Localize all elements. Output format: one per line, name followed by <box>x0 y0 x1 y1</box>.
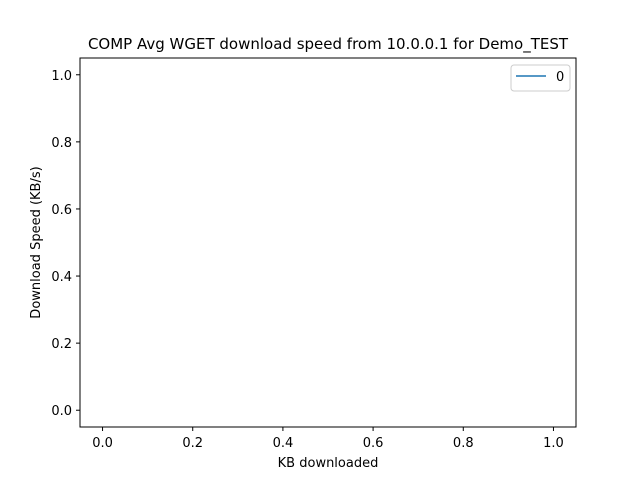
x-tick-label: 1.0 <box>543 436 564 451</box>
x-tick-label: 0.6 <box>363 436 384 451</box>
chart-title: COMP Avg WGET download speed from 10.0.0… <box>88 35 569 54</box>
y-tick-label: 0.0 <box>51 404 72 419</box>
x-axis-label: KB downloaded <box>278 456 379 471</box>
x-tick-label: 0.8 <box>453 436 474 451</box>
y-tick-label: 0.6 <box>51 203 72 218</box>
x-tick-label: 0.4 <box>273 436 294 451</box>
legend-entry-label: 0 <box>556 70 564 85</box>
x-axis-ticks: 0.0 0.2 0.4 0.6 0.8 1.0 <box>92 427 564 451</box>
x-tick-label: 0.2 <box>182 436 203 451</box>
axes-frame <box>79 57 577 428</box>
y-axis-ticks: 0.0 0.2 0.4 0.6 0.8 1.0 <box>51 69 80 419</box>
y-axis-label: Download Speed (KB/s) <box>29 166 44 318</box>
y-tick-label: 0.2 <box>51 337 72 352</box>
y-tick-label: 0.4 <box>51 270 72 285</box>
y-tick-label: 0.8 <box>51 136 72 151</box>
plot-area <box>79 57 577 428</box>
x-tick-label: 0.0 <box>92 436 113 451</box>
y-tick-label: 1.0 <box>51 69 72 84</box>
legend: 0 <box>510 64 571 92</box>
legend-box <box>510 64 571 92</box>
